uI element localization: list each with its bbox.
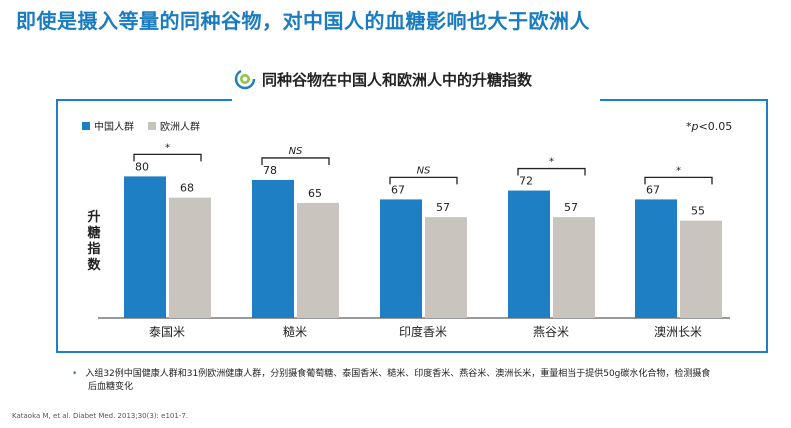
category-label: 燕谷米 xyxy=(533,325,569,339)
footnote-text-1: 入组32例中国健康人群和31例欧洲健康人群，分别摄食葡萄糖、泰国香米、糙米、印度… xyxy=(85,369,711,379)
legend-label-europe: 欧洲人群 xyxy=(160,122,200,133)
sig-note-p: p xyxy=(691,120,699,133)
bullet-icon: • xyxy=(72,369,78,379)
chart-legend: 中国人群 欧洲人群 xyxy=(82,118,214,133)
y-axis-label: 升 糖 指 数 xyxy=(86,210,102,274)
significance-label: * xyxy=(676,165,681,176)
bar-value-label: 68 xyxy=(180,182,194,195)
bar-europe xyxy=(425,217,467,318)
bar-value-label: 57 xyxy=(436,201,450,214)
significance-bracket xyxy=(644,176,713,185)
bar-value-label: 80 xyxy=(135,160,149,173)
category-label: 糙米 xyxy=(283,325,307,339)
bar-europe xyxy=(680,220,722,318)
page-headline: 即使是摄入等量的同种谷物，对中国人的血糖影响也大于欧洲人 xyxy=(16,9,590,33)
significance-label: * xyxy=(549,157,554,168)
bar-value-label: 72 xyxy=(519,175,533,188)
category-label: 印度香米 xyxy=(399,324,447,339)
panel-top-right-line xyxy=(600,99,768,101)
significance-bracket xyxy=(517,167,586,176)
chart-title-block: 同种谷物在中国人和欧洲人中的升糖指数 xyxy=(234,66,532,92)
bar-china xyxy=(635,199,677,318)
y-axis-label-char: 数 xyxy=(87,258,101,273)
legend-swatch-europe xyxy=(148,121,156,130)
significance-bracket xyxy=(261,157,330,165)
chart-title: 同种谷物在中国人和欧洲人中的升糖指数 xyxy=(262,70,533,89)
bar-europe xyxy=(169,197,211,318)
bar-china xyxy=(252,179,294,318)
swirl-logo-icon xyxy=(234,68,256,90)
bar-value-label: 57 xyxy=(564,201,578,214)
panel-top-left-line xyxy=(56,99,232,101)
bar-china xyxy=(380,199,422,318)
bar-value-label: 78 xyxy=(263,164,277,177)
significance-label: NS xyxy=(289,146,303,157)
category-label: 澳洲长米 xyxy=(654,325,702,339)
legend-item-china: 中国人群 xyxy=(82,118,134,133)
bar-value-label: 67 xyxy=(391,183,405,196)
bar-value-label: 67 xyxy=(646,183,660,196)
panel-bottom-line xyxy=(56,351,768,353)
footnote-text-2: 后血糖变化 xyxy=(88,382,134,392)
footnote: • 入组32例中国健康人群和31例欧洲健康人群，分别摄食葡萄糖、泰国香米、糙米、印… xyxy=(72,368,772,394)
citation: Kataoka M, et al. Diabet Med. 2013;30(3)… xyxy=(12,412,189,420)
bar-china xyxy=(508,190,550,318)
significance-note: *p<0.05 xyxy=(686,120,732,133)
bar-value-label: 65 xyxy=(308,187,322,200)
legend-label-china: 中国人群 xyxy=(94,122,134,133)
significance-label: NS xyxy=(417,165,431,176)
significance-label: * xyxy=(165,142,170,153)
panel-right-line xyxy=(766,99,768,353)
y-axis-label-char: 指 xyxy=(87,242,101,257)
sig-note-threshold: <0.05 xyxy=(698,120,733,133)
significance-bracket xyxy=(133,153,202,162)
bar-europe xyxy=(553,217,595,318)
footnote-line-1: • 入组32例中国健康人群和31例欧洲健康人群，分别摄食葡萄糖、泰国香米、糙米、印… xyxy=(72,368,772,381)
bar-china xyxy=(124,176,166,318)
y-axis-label-char: 升 xyxy=(87,210,101,225)
y-axis-label-char: 糖 xyxy=(87,226,101,241)
legend-swatch-china xyxy=(82,121,90,130)
category-label: 泰国米 xyxy=(149,325,185,339)
bar-value-label: 55 xyxy=(691,205,705,218)
bar-europe xyxy=(297,202,339,318)
panel-left-line xyxy=(56,99,58,353)
sig-note-star: * xyxy=(686,120,692,133)
legend-item-europe: 欧洲人群 xyxy=(148,118,200,133)
significance-bracket xyxy=(389,176,458,185)
